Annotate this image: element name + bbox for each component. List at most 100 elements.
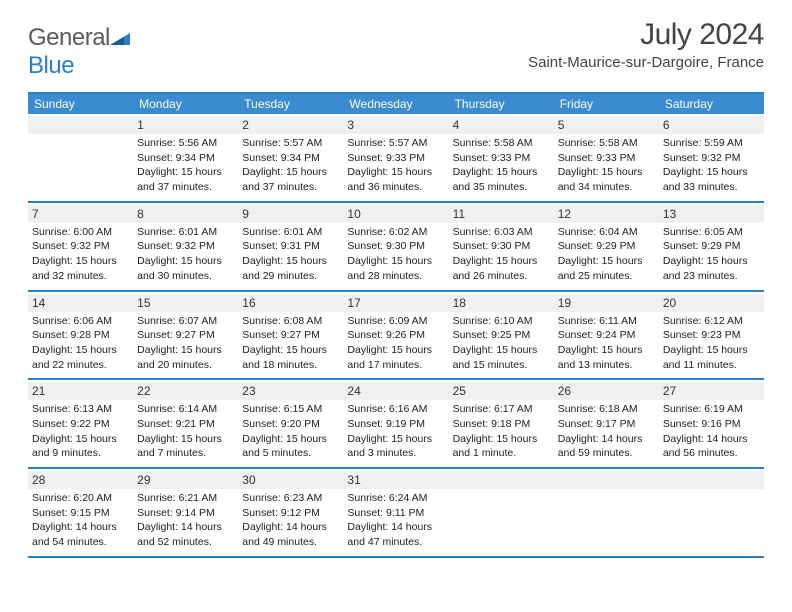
day-number: 1 bbox=[137, 118, 144, 132]
day-number bbox=[663, 473, 666, 487]
day-number: 6 bbox=[663, 118, 670, 132]
day-number: 9 bbox=[242, 207, 249, 221]
day-number: 8 bbox=[137, 207, 144, 221]
day-number: 21 bbox=[32, 384, 45, 398]
day-cell bbox=[28, 114, 133, 201]
day-details: Sunrise: 6:03 AMSunset: 9:30 PMDaylight:… bbox=[453, 225, 550, 284]
weekday-label: Tuesday bbox=[238, 94, 343, 114]
day-number-row bbox=[449, 471, 554, 489]
day-cell: 30Sunrise: 6:23 AMSunset: 9:12 PMDayligh… bbox=[238, 469, 343, 556]
day-number bbox=[453, 473, 456, 487]
day-number: 30 bbox=[242, 473, 255, 487]
brand-part2: Blue bbox=[28, 52, 74, 79]
day-number-row bbox=[659, 471, 764, 489]
day-number-row: 19 bbox=[554, 294, 659, 312]
day-cell: 24 Sunrise: 6:16 AMSunset: 9:19 PMDayligh… bbox=[343, 380, 448, 467]
day-cell bbox=[554, 469, 659, 556]
day-details: Sunrise: 6:17 AMSunset: 9:18 PMDaylight:… bbox=[453, 402, 550, 461]
header: GeneralBlue July 2024 Saint-Maurice-sur-… bbox=[28, 18, 764, 80]
week-row: 7Sunrise: 6:00 AMSunset: 9:32 PMDaylight… bbox=[28, 203, 764, 292]
day-details: Sunrise: 6:18 AMSunset: 9:17 PMDaylight:… bbox=[558, 402, 655, 461]
day-number-row: 12 bbox=[554, 205, 659, 223]
day-number-row bbox=[554, 471, 659, 489]
day-cell: 4 Sunrise: 5:58 AMSunset: 9:33 PMDaylight… bbox=[449, 114, 554, 201]
day-cell: 22 Sunrise: 6:14 AMSunset: 9:21 PMDayligh… bbox=[133, 380, 238, 467]
day-number-row: 7 bbox=[28, 205, 133, 223]
day-details: Sunrise: 6:01 AMSunset: 9:31 PMDaylight:… bbox=[242, 225, 339, 284]
day-cell: 5Sunrise: 5:58 AMSunset: 9:33 PMDaylight… bbox=[554, 114, 659, 201]
day-details: Sunrise: 6:20 AMSunset: 9:15 PMDaylight:… bbox=[32, 491, 129, 550]
day-details: Sunrise: 6:09 AMSunset: 9:26 PMDaylight:… bbox=[347, 314, 444, 373]
day-cell: 15Sunrise: 6:07 AMSunset: 9:27 PMDayligh… bbox=[133, 292, 238, 379]
day-cell: 16Sunrise: 6:08 AMSunset: 9:27 PMDayligh… bbox=[238, 292, 343, 379]
day-details: Sunrise: 6:06 AMSunset: 9:28 PMDaylight:… bbox=[32, 314, 129, 373]
day-number-row: 17 bbox=[343, 294, 448, 312]
week-row: 1Sunrise: 5:56 AMSunset: 9:34 PMDaylight… bbox=[28, 114, 764, 203]
weekday-label: Saturday bbox=[659, 94, 764, 114]
day-number: 24 bbox=[347, 384, 360, 398]
day-cell: 14 Sunrise: 6:06 AMSunset: 9:28 PMDayligh… bbox=[28, 292, 133, 379]
day-number-row: 23 bbox=[238, 382, 343, 400]
day-details: Sunrise: 6:13 AMSunset: 9:22 PMDaylight:… bbox=[32, 402, 129, 461]
day-number: 23 bbox=[242, 384, 255, 398]
day-number-row: 4 bbox=[449, 116, 554, 134]
day-number bbox=[32, 118, 35, 132]
day-number-row: 22 bbox=[133, 382, 238, 400]
day-number: 18 bbox=[453, 296, 466, 310]
day-details: Sunrise: 6:19 AMSunset: 9:16 PMDaylight:… bbox=[663, 402, 760, 461]
brand-text: GeneralBlue bbox=[28, 24, 130, 80]
triangle-icon bbox=[110, 24, 130, 52]
day-number-row: 10 bbox=[343, 205, 448, 223]
day-number-row: 9 bbox=[238, 205, 343, 223]
day-number: 25 bbox=[453, 384, 466, 398]
day-number: 12 bbox=[558, 207, 571, 221]
day-cell: 1Sunrise: 5:56 AMSunset: 9:34 PMDaylight… bbox=[133, 114, 238, 201]
day-cell: 6Sunrise: 5:59 AMSunset: 9:32 PMDaylight… bbox=[659, 114, 764, 201]
day-details: Sunrise: 6:11 AMSunset: 9:24 PMDaylight:… bbox=[558, 314, 655, 373]
day-number-row: 14 bbox=[28, 294, 133, 312]
day-number: 20 bbox=[663, 296, 676, 310]
day-number: 28 bbox=[32, 473, 45, 487]
day-details: Sunrise: 5:58 AMSunset: 9:33 PMDaylight:… bbox=[453, 136, 550, 195]
day-number: 19 bbox=[558, 296, 571, 310]
day-number-row: 5 bbox=[554, 116, 659, 134]
title-block: July 2024 Saint-Maurice-sur-Dargoire, Fr… bbox=[528, 18, 764, 71]
day-details: Sunrise: 5:57 AMSunset: 9:34 PMDaylight:… bbox=[242, 136, 339, 195]
day-number: 11 bbox=[453, 207, 465, 221]
day-number: 31 bbox=[347, 473, 360, 487]
day-cell: 11 Sunrise: 6:03 AMSunset: 9:30 PMDayligh… bbox=[449, 203, 554, 290]
day-cell: 23Sunrise: 6:15 AMSunset: 9:20 PMDayligh… bbox=[238, 380, 343, 467]
day-number: 7 bbox=[32, 207, 39, 221]
day-number-row: 3 bbox=[343, 116, 448, 134]
day-number-row: 21 bbox=[28, 382, 133, 400]
day-number-row: 11 bbox=[449, 205, 554, 223]
day-number-row: 6 bbox=[659, 116, 764, 134]
day-cell: 10Sunrise: 6:02 AMSunset: 9:30 PMDayligh… bbox=[343, 203, 448, 290]
day-number: 4 bbox=[453, 118, 460, 132]
day-number-row bbox=[28, 116, 133, 134]
day-number-row: 16 bbox=[238, 294, 343, 312]
day-number-row: 20 bbox=[659, 294, 764, 312]
day-details: Sunrise: 6:12 AMSunset: 9:23 PMDaylight:… bbox=[663, 314, 760, 373]
day-details: Sunrise: 6:16 AMSunset: 9:19 PMDaylight:… bbox=[347, 402, 444, 461]
day-cell: 18Sunrise: 6:10 AMSunset: 9:25 PMDayligh… bbox=[449, 292, 554, 379]
day-cell: 28 Sunrise: 6:20 AMSunset: 9:15 PMDayligh… bbox=[28, 469, 133, 556]
day-number-row: 1 bbox=[133, 116, 238, 134]
day-cell: 7Sunrise: 6:00 AMSunset: 9:32 PMDaylight… bbox=[28, 203, 133, 290]
day-cell: 12Sunrise: 6:04 AMSunset: 9:29 PMDayligh… bbox=[554, 203, 659, 290]
day-number-row: 28 bbox=[28, 471, 133, 489]
day-details: Sunrise: 6:24 AMSunset: 9:11 PMDaylight:… bbox=[347, 491, 444, 550]
day-details: Sunrise: 6:14 AMSunset: 9:21 PMDaylight:… bbox=[137, 402, 234, 461]
day-details: Sunrise: 6:01 AMSunset: 9:32 PMDaylight:… bbox=[137, 225, 234, 284]
day-number-row: 8 bbox=[133, 205, 238, 223]
day-cell: 9 Sunrise: 6:01 AMSunset: 9:31 PMDaylight… bbox=[238, 203, 343, 290]
day-cell: 3Sunrise: 5:57 AMSunset: 9:33 PMDaylight… bbox=[343, 114, 448, 201]
day-number-row: 27 bbox=[659, 382, 764, 400]
day-number-row: 13 bbox=[659, 205, 764, 223]
day-number-row: 15 bbox=[133, 294, 238, 312]
day-number: 3 bbox=[347, 118, 354, 132]
month-title: July 2024 bbox=[528, 18, 764, 52]
day-number: 2 bbox=[242, 118, 249, 132]
day-number bbox=[558, 473, 561, 487]
day-number-row: 18 bbox=[449, 294, 554, 312]
